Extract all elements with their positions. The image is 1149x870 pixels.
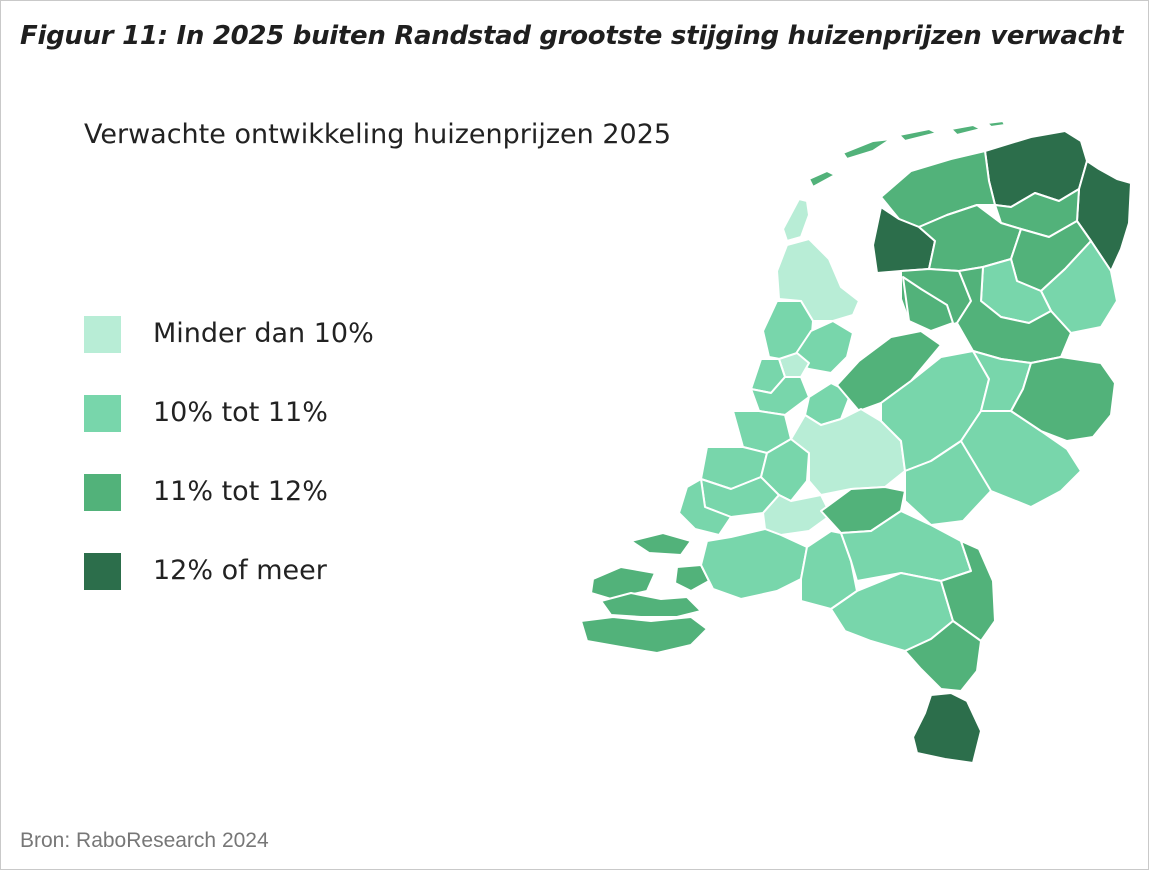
region-drenthe-zuid	[956, 266, 1072, 364]
region-zeeland-tholen	[674, 564, 710, 592]
region-dordrecht	[762, 494, 832, 536]
region-island-vlieland	[808, 170, 836, 188]
region-zeeland-walcheren	[600, 592, 702, 618]
region-zuid-limburg	[912, 692, 982, 764]
legend-swatch-under-10	[84, 316, 121, 353]
map-title: Verwachte ontwikkeling huizenprijzen 202…	[84, 119, 672, 150]
legend-item-under-10: Minder dan 10%	[84, 316, 414, 354]
legend-swatch-12-plus	[84, 553, 121, 590]
legend: Minder dan 10% 10% tot 11% 11% tot 12% 1…	[84, 316, 414, 632]
region-zeeland-goeree	[630, 532, 692, 556]
region-island-ameland	[898, 128, 938, 142]
legend-item-11-12: 11% tot 12%	[84, 474, 414, 512]
netherlands-map	[580, 120, 1132, 764]
region-voorne	[678, 478, 732, 536]
region-island-terschelling	[842, 138, 892, 160]
legend-swatch-11-12	[84, 474, 121, 511]
source-note: Bron: RaboResearch 2024	[20, 829, 269, 852]
legend-item-12-plus: 12% of meer	[84, 553, 414, 591]
legend-item-10-11: 10% tot 11%	[84, 395, 414, 433]
region-island-rottumeroog	[986, 120, 1006, 128]
region-midden-limburg	[904, 620, 982, 692]
legend-label-10-11: 10% tot 11%	[153, 397, 328, 428]
region-west-brabant	[700, 528, 808, 600]
region-island-schiermonnikoog	[950, 124, 982, 136]
region-island-texel	[782, 198, 810, 242]
legend-label-11-12: 11% tot 12%	[153, 476, 328, 507]
figure-title: Figuur 11: In 2025 buiten Randstad groot…	[20, 21, 1124, 51]
region-zeeland-schouwen	[590, 566, 656, 600]
region-twente	[1010, 356, 1116, 442]
legend-label-12-plus: 12% of meer	[153, 555, 327, 586]
region-flevoland-noord	[902, 276, 954, 332]
legend-swatch-10-11	[84, 395, 121, 432]
region-flevoland-zuid	[836, 330, 942, 412]
region-zeeuws-vlaanderen	[580, 616, 708, 654]
legend-label-under-10: Minder dan 10%	[153, 318, 374, 349]
